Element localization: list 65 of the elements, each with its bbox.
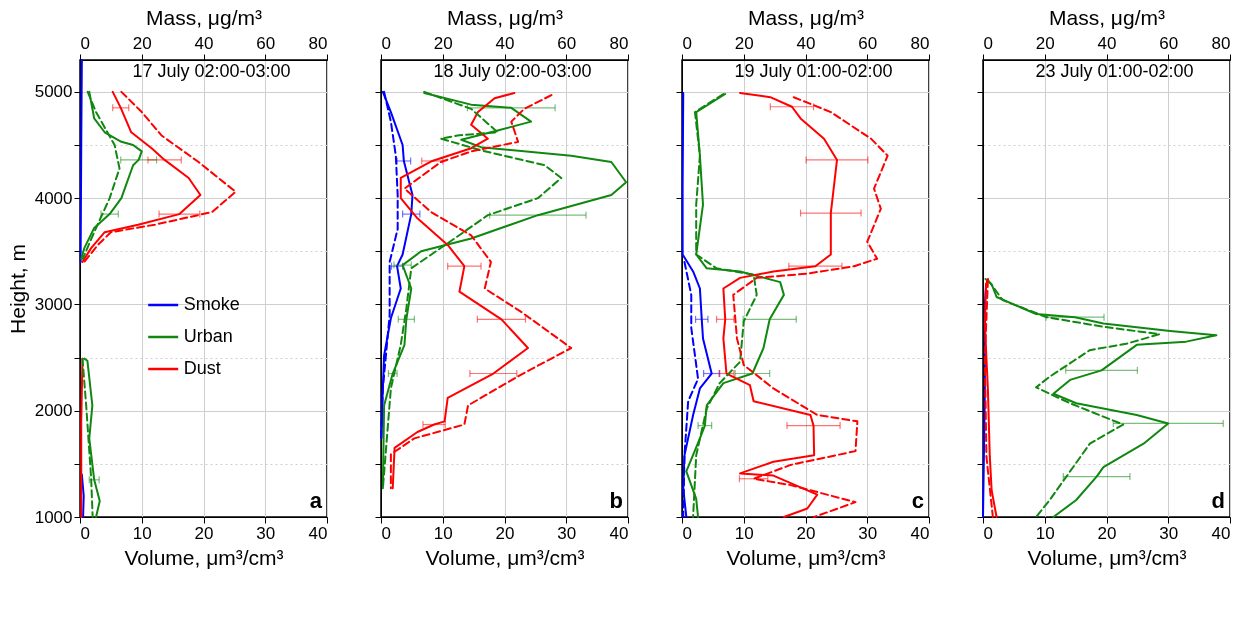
y-axis-title: Height, m [5,244,29,334]
x2-tick-label: 0 [80,33,90,53]
x-tick-label: 10 [734,523,754,543]
x-tick-label: 20 [495,523,515,543]
x-tick-label: 40 [609,523,629,543]
x-axis-title: Volume, μm³/cm³ [1027,545,1187,569]
annotation: c [911,488,924,513]
x-tick-label: 0 [80,523,90,543]
x2-axis-title: Mass, μg/m³ [748,5,864,29]
y-tick-label: 5000 [34,82,73,102]
x2-tick-label: 80 [609,33,629,53]
x-axis-title: Volume, μm³/cm³ [425,545,585,569]
x-tick-label: 20 [1097,523,1117,543]
y-tick-label: 2000 [34,401,73,421]
x2-tick-label: 40 [194,33,214,53]
y-tick-label: 4000 [34,188,73,208]
x-tick-label: 30 [1159,523,1179,543]
chart-title: 23 July 01:00-02:00 [1035,61,1194,81]
x2-tick-label: 60 [1159,33,1179,53]
legend-label: Dust [183,358,221,378]
chart-title: 17 July 02:00-03:00 [132,61,291,81]
x-tick-label: 30 [858,523,878,543]
x2-tick-label: 0 [983,33,993,53]
x-axis-title: Volume, μm³/cm³ [124,545,284,569]
x2-tick-label: 20 [132,33,152,53]
x-tick-label: 40 [308,523,328,543]
x2-axis-title: Mass, μg/m³ [447,5,563,29]
legend-label: Urban [183,326,233,346]
x2-tick-label: 80 [910,33,930,53]
x-tick-label: 0 [983,523,993,543]
x2-tick-label: 40 [1097,33,1117,53]
x-tick-label: 10 [132,523,152,543]
x2-tick-label: 0 [682,33,692,53]
x-tick-label: 30 [557,523,577,543]
x-tick-label: 40 [1211,523,1231,543]
x2-axis-title: Mass, μg/m³ [146,5,262,29]
annotation: b [609,488,623,513]
annotation: d [1211,488,1225,513]
x-tick-label: 0 [682,523,692,543]
legend-label: Smoke [183,294,240,314]
x-tick-label: 0 [381,523,391,543]
x-tick-label: 40 [910,523,930,543]
x-tick-label: 30 [256,523,276,543]
x2-tick-label: 80 [308,33,328,53]
x2-axis-title: Mass, μg/m³ [1049,5,1165,29]
chart-title: 18 July 02:00-03:00 [433,61,592,81]
y-tick-label: 3000 [34,294,73,314]
x-tick-label: 20 [194,523,214,543]
x2-tick-label: 0 [381,33,391,53]
y-tick-label: 1000 [34,507,73,527]
x2-tick-label: 60 [557,33,577,53]
x2-tick-label: 20 [1035,33,1055,53]
x2-tick-label: 20 [734,33,754,53]
annotation: a [309,488,323,513]
x-tick-label: 10 [433,523,453,543]
x2-tick-label: 20 [433,33,453,53]
x2-tick-label: 80 [1211,33,1231,53]
x-axis-title: Volume, μm³/cm³ [726,545,886,569]
x2-tick-label: 40 [796,33,816,53]
x-tick-label: 10 [1035,523,1055,543]
x2-tick-label: 60 [858,33,878,53]
x2-tick-label: 40 [495,33,515,53]
x-tick-label: 20 [796,523,816,543]
chart-title: 19 July 01:00-02:00 [734,61,893,81]
x2-tick-label: 60 [256,33,276,53]
